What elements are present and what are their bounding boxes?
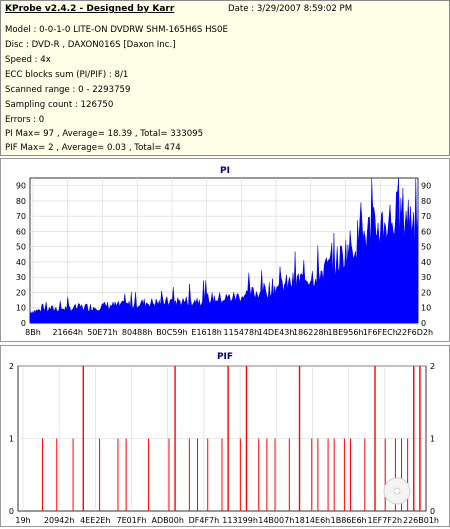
pi-y-tick-left: 20	[16, 288, 26, 297]
pif-chart: PIF 0 0 1 1 2 2 19h 20942h 4EE2Eh 7E01Fh ADB00h DF4…	[0, 345, 450, 527]
disc-line: Disc : DVD-R , DAXON016S [Daxon Inc.]	[5, 40, 176, 50]
pi-y-tick-left: 80	[16, 197, 26, 206]
pi-x-tick: 1F6FECh	[363, 328, 398, 337]
sampling-line: Sampling count : 126750	[5, 100, 114, 110]
pi-stats-line: PI Max= 97 , Average= 18.39 , Total= 333…	[5, 129, 204, 139]
pif-x-tick: 1814E6h	[295, 516, 331, 525]
pi-x-tick: 8Bh	[25, 328, 41, 337]
pi-x-tick: B0C59h	[156, 328, 187, 337]
pif-x-tick: 226B01h	[403, 516, 439, 525]
pi-y-tick-right: 40	[421, 258, 431, 267]
ecc-line: ECC blocks sum (PI/PIF) : 8/1	[5, 70, 129, 80]
pi-y-tick-right: 20	[421, 288, 431, 297]
pif-x-tick: 113199h	[222, 516, 258, 525]
pif-x-tick: 4EE2Eh	[80, 516, 110, 525]
pif-y-tick-right: 1	[430, 435, 435, 444]
pi-y-tick-right: 60	[421, 227, 431, 236]
pi-y-tick-left: 50	[16, 243, 26, 252]
errors-line: Errors : 0	[5, 115, 45, 125]
pif-x-tick: 19h	[15, 516, 30, 525]
pi-x-tick: 80488h	[122, 328, 153, 337]
speed-line: Speed : 4x	[5, 55, 51, 65]
app-title: KProbe v2.4.2 - Designed by Karr	[5, 4, 175, 14]
pi-x-tick: 22F6D2h	[397, 328, 433, 337]
pi-x-tick: 186228h	[293, 328, 329, 337]
pi-x-tick: E1618h	[191, 328, 221, 337]
pi-x-tick: 14DE43h	[258, 328, 295, 337]
pi-y-tick-right: 80	[421, 197, 431, 206]
pi-x-tick: 50E71h	[87, 328, 117, 337]
pi-y-tick-right: 30	[421, 273, 431, 282]
pi-y-tick-left: 70	[16, 212, 26, 221]
pi-y-tick-left: 40	[16, 258, 26, 267]
pi-x-tick: 21664h	[52, 328, 83, 337]
pi-series-area	[29, 177, 419, 324]
pi-x-tick: 115478h	[224, 328, 260, 337]
pi-y-tick-right: 70	[421, 212, 431, 221]
pi-y-tick-left: 60	[16, 227, 26, 236]
pif-y-tick-left: 0	[9, 507, 14, 516]
pi-y-tick-left: 90	[16, 182, 26, 191]
pif-x-tick: 7E01Fh	[117, 516, 147, 525]
pif-x-tick: DF4F7h	[189, 516, 220, 525]
pif-x-tick: 1B86E6h	[331, 516, 367, 525]
pif-stats-line: PIF Max= 2 , Average= 0.03 , Total= 474	[5, 143, 181, 153]
pif-y-tick-right: 0	[430, 507, 435, 516]
pi-y-tick-left: 30	[16, 273, 26, 282]
info-panel: KProbe v2.4.2 - Designed by Karr Date : …	[0, 0, 450, 156]
scan-date: Date : 3/29/2007 8:59:02 PM	[228, 4, 353, 14]
range-line: Scanned range : 0 - 2293759	[5, 85, 131, 95]
pif-y-tick-left: 2	[9, 362, 14, 371]
pif-chart-title: PIF	[217, 352, 233, 362]
pi-y-tick-left: 0	[21, 319, 26, 328]
pi-y-tick-right: 50	[421, 243, 431, 252]
pif-x-tick: ADB00h	[152, 516, 184, 525]
pif-x-tick: 20942h	[44, 516, 75, 525]
pif-x-tick: 1EF7F2h	[368, 516, 403, 525]
disc-watermark-hole	[393, 487, 401, 495]
pi-x-tick: 1BE956h	[328, 328, 364, 337]
pi-y-tick-right: 90	[421, 182, 431, 191]
pi-y-tick-right: 0	[421, 319, 426, 328]
pi-y-tick-left: 10	[16, 304, 26, 313]
pi-chart-title: PI	[220, 166, 230, 176]
pif-y-tick-left: 1	[9, 435, 14, 444]
pi-chart: PI 0 0 10 10 20 20 30 30 40 40 50 50 60 60 70 70 80 80 90 9…	[0, 158, 450, 342]
pif-y-tick-right: 2	[430, 362, 435, 371]
pif-x-tick: 14B007h	[258, 516, 294, 525]
model-line: Model : 0-0-1-0 LITE-ON DVDRW SHM-165H6S…	[5, 25, 228, 35]
pi-y-tick-right: 10	[421, 304, 431, 313]
